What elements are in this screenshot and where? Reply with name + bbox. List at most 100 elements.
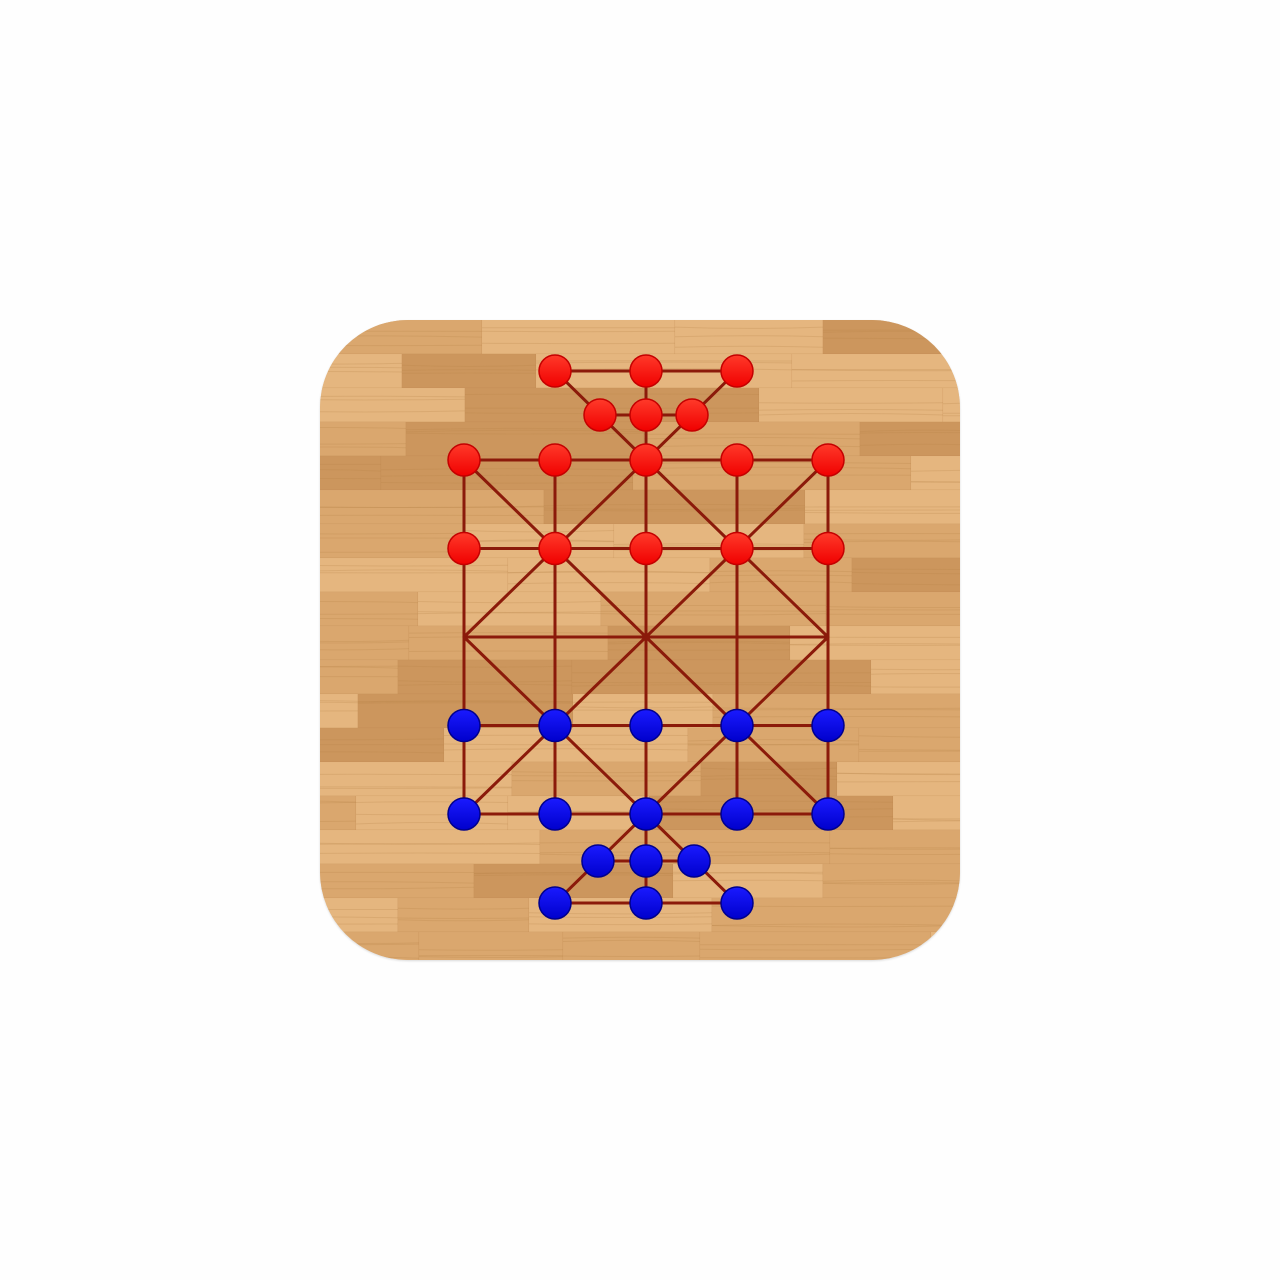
red-piece[interactable] <box>629 398 663 432</box>
board-diagonal-line <box>462 458 557 550</box>
wood-grain <box>405 432 645 435</box>
blue-piece[interactable] <box>720 797 754 831</box>
wood-grain <box>829 853 960 856</box>
wood-grain <box>674 345 824 348</box>
blue-piece[interactable] <box>720 886 754 920</box>
red-piece[interactable] <box>811 443 845 477</box>
red-piece[interactable] <box>583 398 617 432</box>
blue-piece[interactable] <box>447 797 481 831</box>
wood-grain <box>543 503 806 507</box>
wood-grain <box>401 364 537 367</box>
wood-grain <box>791 380 960 382</box>
red-piece[interactable] <box>720 443 754 477</box>
board-diagonal-line <box>644 635 739 727</box>
wood-grain <box>320 701 359 704</box>
wood-grain <box>320 881 475 884</box>
wood-plank <box>790 626 960 660</box>
wood-grain <box>687 743 860 746</box>
wood-plank <box>508 558 710 592</box>
wood-grain <box>543 507 806 510</box>
wood-grain <box>320 335 483 338</box>
wood-grain <box>571 684 872 687</box>
wood-grain <box>320 601 419 604</box>
board-diagonal-line <box>644 547 739 639</box>
wood-grain <box>804 512 960 514</box>
blue-piece[interactable] <box>538 797 572 831</box>
wood-grain <box>320 427 407 429</box>
wood-plank <box>931 932 960 960</box>
wood-grain <box>320 700 359 702</box>
wood-grain <box>320 943 420 946</box>
blue-piece[interactable] <box>538 708 572 743</box>
wood-grain <box>674 326 824 329</box>
wood-grain <box>320 443 407 445</box>
wood-grain <box>700 767 838 771</box>
wood-grain <box>320 648 410 651</box>
blue-piece[interactable] <box>720 708 754 743</box>
wood-grain <box>709 580 853 584</box>
board-diagonal-line <box>735 724 830 816</box>
blue-piece[interactable] <box>629 886 663 920</box>
board-diagonal-line <box>735 547 830 639</box>
wood-plank <box>320 898 398 932</box>
wood-plank <box>759 388 943 422</box>
wood-grain <box>791 369 960 372</box>
board-diagonal-line <box>735 635 830 727</box>
blue-piece[interactable] <box>629 708 663 743</box>
red-piece[interactable] <box>720 531 754 566</box>
wood-plank <box>601 592 826 626</box>
wood-grain <box>397 919 530 922</box>
blue-piece[interactable] <box>677 844 711 878</box>
wood-grain <box>320 801 357 804</box>
wood-grain <box>320 532 465 535</box>
wood-plank <box>837 762 960 796</box>
wood-grain <box>859 431 960 434</box>
wood-plank <box>381 456 633 490</box>
wood-plank <box>320 830 540 864</box>
wood-grain <box>562 936 701 939</box>
blue-piece[interactable] <box>629 844 663 878</box>
red-piece[interactable] <box>447 443 481 477</box>
wood-grain <box>836 772 960 776</box>
wood-plank <box>482 320 675 354</box>
red-piece[interactable] <box>629 354 663 388</box>
red-piece[interactable] <box>538 354 572 388</box>
board-pieces <box>447 354 845 920</box>
blue-piece[interactable] <box>629 797 663 831</box>
wood-grain <box>507 571 711 574</box>
wood-grain <box>481 330 676 333</box>
blue-piece[interactable] <box>811 708 845 743</box>
red-piece[interactable] <box>538 531 572 566</box>
wood-grain <box>380 482 634 484</box>
wood-plank <box>823 864 960 898</box>
wood-grain <box>320 800 357 803</box>
blue-piece[interactable] <box>811 797 845 831</box>
red-piece[interactable] <box>629 443 663 477</box>
wood-plank <box>701 762 837 796</box>
wood-grain <box>709 570 853 573</box>
blue-piece[interactable] <box>581 844 615 878</box>
red-piece[interactable] <box>720 354 754 388</box>
wood-board-tile[interactable] <box>320 320 960 960</box>
board-diagonal-line <box>735 458 830 550</box>
wood-grain <box>836 772 960 775</box>
red-piece[interactable] <box>538 443 572 477</box>
red-piece[interactable] <box>811 531 845 566</box>
wood-plank <box>320 762 512 796</box>
red-piece[interactable] <box>629 531 663 566</box>
wood-grain <box>870 673 960 675</box>
red-piece[interactable] <box>447 531 481 566</box>
wood-grain <box>822 881 960 884</box>
wood-grain <box>822 879 960 882</box>
wood-grain <box>443 743 689 746</box>
wood-grain <box>700 774 838 777</box>
wood-grain <box>825 606 960 609</box>
board-diagonal-line <box>553 635 648 727</box>
blue-piece[interactable] <box>447 708 481 743</box>
red-piece[interactable] <box>675 398 709 432</box>
board-diagonal-line <box>462 547 557 639</box>
wood-plank <box>320 694 358 728</box>
wood-grain <box>648 800 894 803</box>
wood-plank <box>572 660 871 694</box>
blue-piece[interactable] <box>538 886 572 920</box>
